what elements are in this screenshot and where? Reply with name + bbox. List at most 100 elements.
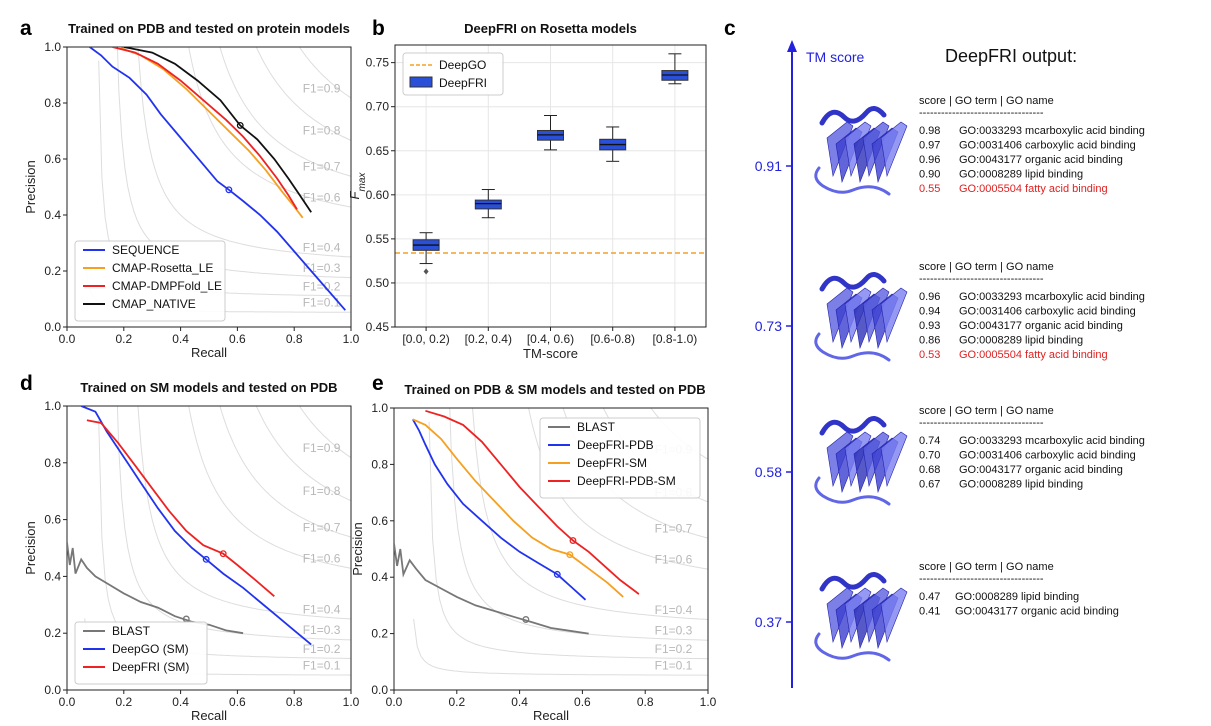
f1-label: F1=0.8: [303, 484, 341, 498]
loop: [814, 632, 891, 662]
panel-letter-a: a: [20, 17, 32, 40]
x-tick-label: 0.0: [59, 695, 76, 709]
go-score: 0.86: [919, 335, 940, 347]
go-score: 0.74: [919, 435, 940, 447]
legend-label: CMAP-Rosetta_LE: [112, 261, 213, 275]
y-tick-label: 1.0: [371, 401, 388, 415]
x-tick-label: 0.8: [286, 695, 303, 709]
x-tick-label: 0.6: [229, 695, 246, 709]
x-tick-label: 0.0: [59, 332, 76, 346]
legend: BLAST DeepGO (SM) DeepFRI (SM): [74, 621, 208, 685]
x-tick-label: 0.4: [172, 332, 189, 346]
y-tick-label: 0.6: [44, 513, 61, 527]
fmax-marker: [522, 616, 530, 623]
go-score: 0.97: [919, 140, 940, 152]
y-tick-label: 0.8: [371, 457, 388, 471]
y-tick-label: 0.70: [366, 100, 390, 114]
f1-curve: [298, 47, 351, 99]
f1-curve: [298, 406, 351, 459]
y-tick-label: 0.0: [44, 320, 61, 334]
y-tick-label: 0.8: [44, 456, 61, 470]
series-line-deepfri-pdb: [412, 418, 587, 601]
f1-curve: [449, 408, 708, 641]
y-tick-label: 0.2: [44, 626, 61, 640]
x-tick-label: 1.0: [343, 695, 360, 709]
legend-label: DeepFRI (SM): [112, 660, 189, 674]
x-tick-label: 0.2: [115, 332, 132, 346]
series-line-deepfri-pdb-sm: [425, 409, 640, 595]
tm-tick-label: 0.73: [755, 318, 782, 334]
x-tick-label: 0.8: [637, 695, 654, 709]
go-score: 0.96: [919, 291, 940, 303]
y-tick-label: 1.0: [44, 399, 61, 413]
legend-label: DeepFRI-PDB-SM: [577, 474, 676, 488]
go-table-separator: ----------------------------------: [919, 417, 1044, 429]
series-group: [67, 406, 312, 646]
legend-label: BLAST: [577, 420, 616, 434]
fmax-marker: [219, 550, 227, 558]
axes-frame: [66, 46, 352, 328]
y-tick-label: 0.50: [366, 276, 390, 290]
helix: [819, 416, 887, 436]
y-tick-label: 0.8: [44, 96, 61, 110]
f1-label: F1=0.4: [303, 240, 341, 254]
f1-curve: [116, 47, 351, 279]
box-4: [661, 53, 689, 85]
legend: DeepGO DeepFRI: [402, 52, 504, 96]
chart-a: F1=0.9F1=0.8F1=0.7F1=0.6F1=0.4F1=0.3F1=0…: [23, 21, 360, 360]
x-axis-label: Recall: [533, 708, 569, 723]
y-tick-label: 0.45: [366, 320, 390, 334]
go-score: 0.68: [919, 464, 940, 476]
f1-label: F1=0.6: [655, 553, 693, 567]
panel-letter-b: b: [372, 17, 385, 40]
go-term: GO:0043177 organic acid binding: [955, 606, 1119, 618]
legend: BLAST DeepFRI-PDB DeepFRI-SM DeepFRI-PDB-SM: [539, 417, 701, 499]
box-0: [412, 232, 440, 275]
go-score: 0.47: [919, 591, 940, 603]
x-tick-label: [0.2, 0.4): [465, 332, 512, 346]
box-3: [599, 126, 627, 162]
f1-label: F1=0.1: [303, 658, 341, 672]
go-table-header: score | GO term | GO name: [919, 95, 1054, 107]
y-axis-label: Precision: [350, 522, 365, 575]
go-table-separator: ----------------------------------: [919, 573, 1044, 585]
legend-label: DeepFRI-SM: [577, 456, 647, 470]
legend-box: [74, 621, 208, 685]
f1-label: F1=0.3: [655, 624, 693, 638]
x-tick-label: 0.8: [286, 332, 303, 346]
x-axis-label: Recall: [191, 345, 227, 360]
protein-structure-icon: [814, 106, 908, 196]
fmax-marker: [236, 121, 244, 129]
y-tick-label: 0.4: [44, 208, 61, 222]
panel-letter-c: c: [724, 17, 736, 40]
go-score: 0.96: [919, 154, 940, 166]
box-1: [474, 189, 502, 219]
y-tick-label: 0.6: [371, 514, 388, 528]
x-tick-label: 0.6: [574, 695, 591, 709]
f1-curve: [255, 47, 351, 141]
f1-curve: [137, 47, 351, 258]
panel-letter-e: e: [372, 372, 384, 395]
y-axis-label: Fmax: [347, 172, 368, 200]
go-table-separator: ----------------------------------: [919, 107, 1044, 119]
f1-label: F1=0.7: [303, 160, 341, 174]
f1-curve: [188, 406, 351, 569]
fmax-marker: [553, 570, 561, 578]
chart-d: F1=0.9 F1=0.8 F1=0.7 F1=0.6 F1=0.4 F1=0.3 F1=0…: [23, 380, 360, 723]
go-score: 0.55: [919, 183, 940, 195]
x-tick-label: [0.4, 0.6): [527, 332, 574, 346]
fmax-marker: [566, 551, 574, 559]
f1-label: F1=0.1: [655, 659, 693, 673]
series-line-deepfri-sm-: [86, 419, 275, 597]
chart-title: Trained on PDB and tested on protein mod…: [68, 21, 350, 36]
f1-label: F1=0.6: [303, 190, 341, 204]
helix: [819, 106, 887, 126]
chart-title: Trained on PDB & SM models and tested on…: [404, 382, 705, 397]
y-tick-label: 0.0: [371, 683, 388, 697]
legend-label: DeepFRI-PDB: [577, 438, 654, 452]
axis-arrow-icon: [787, 40, 797, 52]
series-line-cmap-native: [123, 47, 312, 213]
y-axis-label: Precision: [23, 521, 38, 574]
helix: [819, 572, 887, 592]
f1-curve: [219, 47, 351, 177]
